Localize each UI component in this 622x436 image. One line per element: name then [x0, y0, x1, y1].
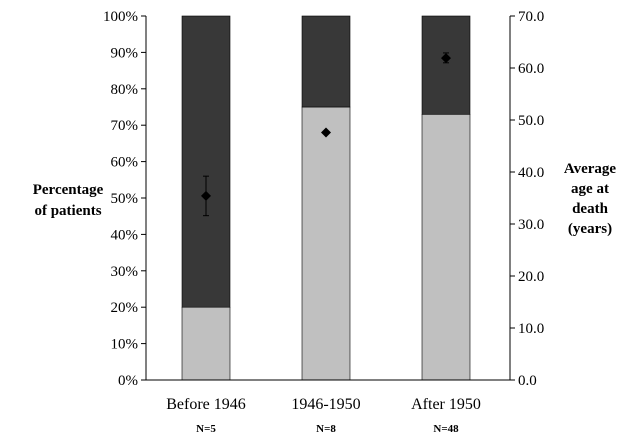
bar-segment-upper-2 — [301, 15, 351, 108]
sample-size-label-2: N=8 — [316, 423, 336, 435]
right-tick-label-0: 0.0 — [518, 373, 537, 389]
left-axis-title-line-2: of patients — [34, 203, 101, 219]
right-tick-label-3: 30.0 — [518, 217, 544, 233]
left-tick-label-3: 30% — [111, 264, 139, 280]
category-label-1: Before 1946 — [166, 396, 246, 413]
left-tick-label-10: 100% — [103, 9, 138, 25]
bar-segment-lower-3 — [421, 113, 471, 381]
left-tick-label-4: 40% — [111, 227, 139, 243]
left-tick-label-6: 60% — [111, 155, 139, 171]
bar-segment-upper-3 — [421, 15, 471, 115]
right-axis-title-line-2: age at — [571, 181, 609, 197]
age-marker-1 — [201, 190, 211, 201]
category-label-3: After 1950 — [411, 396, 481, 413]
right-tick-label-2: 20.0 — [518, 269, 544, 285]
left-tick-label-7: 70% — [111, 118, 139, 134]
right-tick-label-5: 50.0 — [518, 113, 544, 129]
left-tick-label-0: 0% — [118, 373, 138, 389]
left-axis-title-line-1: Percentage — [33, 182, 104, 198]
right-tick-label-6: 60.0 — [518, 61, 544, 77]
bar-segment-lower-1 — [181, 306, 231, 381]
right-tick-label-4: 40.0 — [518, 165, 544, 181]
category-label-2: 1946-1950 — [291, 396, 360, 413]
left-tick-label-8: 80% — [111, 82, 139, 98]
bar-segment-lower-2 — [301, 106, 351, 381]
sample-size-label-3: N=48 — [433, 423, 459, 435]
right-tick-label-7: 70.0 — [518, 9, 544, 25]
right-axis-title-line-1: Average — [564, 161, 617, 177]
left-tick-label-9: 90% — [111, 45, 139, 61]
age-marker-3 — [441, 53, 451, 64]
left-tick-label-1: 10% — [111, 337, 139, 353]
left-tick-label-2: 20% — [111, 300, 139, 316]
right-tick-label-1: 10.0 — [518, 321, 544, 337]
right-axis-title-line-4: (years) — [568, 221, 612, 237]
age-marker-2 — [321, 127, 331, 138]
bar-segment-upper-1 — [181, 15, 231, 308]
right-axis-title-line-3: death — [572, 201, 608, 217]
sample-size-label-1: N=5 — [196, 423, 216, 435]
left-tick-label-5: 50% — [111, 191, 139, 207]
